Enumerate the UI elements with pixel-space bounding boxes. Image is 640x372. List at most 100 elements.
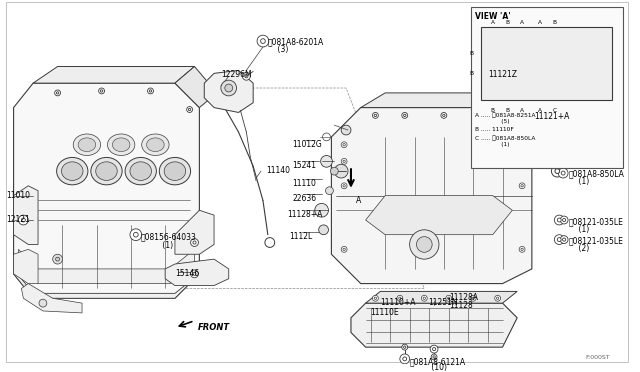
Circle shape xyxy=(54,90,61,96)
Circle shape xyxy=(555,169,559,173)
Circle shape xyxy=(554,235,564,244)
Text: 11121Z: 11121Z xyxy=(488,70,517,79)
Ellipse shape xyxy=(78,138,96,151)
Circle shape xyxy=(561,171,565,175)
Text: 11110E: 11110E xyxy=(371,308,399,317)
Text: A: A xyxy=(538,108,541,113)
Circle shape xyxy=(433,347,436,351)
Circle shape xyxy=(505,95,510,100)
Circle shape xyxy=(191,270,198,278)
Polygon shape xyxy=(351,303,517,347)
Text: 15146: 15146 xyxy=(175,269,199,278)
Text: (1): (1) xyxy=(569,177,589,186)
Ellipse shape xyxy=(164,162,186,180)
Text: (1): (1) xyxy=(141,241,173,250)
Circle shape xyxy=(341,158,347,164)
Circle shape xyxy=(506,97,508,99)
Polygon shape xyxy=(332,108,532,283)
Polygon shape xyxy=(204,70,253,112)
Circle shape xyxy=(148,88,154,94)
Circle shape xyxy=(343,160,346,163)
Circle shape xyxy=(52,254,63,264)
Text: Ⓑ081A8-6121A: Ⓑ081A8-6121A xyxy=(410,357,466,366)
Text: 12296M: 12296M xyxy=(221,70,252,79)
Circle shape xyxy=(149,90,152,92)
Circle shape xyxy=(315,203,328,217)
Text: (5): (5) xyxy=(475,119,510,124)
Circle shape xyxy=(490,95,495,100)
Circle shape xyxy=(404,114,406,116)
Circle shape xyxy=(243,73,250,80)
Ellipse shape xyxy=(108,134,135,155)
Text: (3): (3) xyxy=(268,45,288,54)
Circle shape xyxy=(482,53,484,55)
Circle shape xyxy=(221,80,237,96)
Text: A: A xyxy=(356,196,361,205)
Circle shape xyxy=(343,185,346,187)
Circle shape xyxy=(539,97,541,99)
Text: C: C xyxy=(552,108,556,113)
Circle shape xyxy=(191,238,198,246)
Circle shape xyxy=(537,27,542,32)
Circle shape xyxy=(497,297,499,299)
Ellipse shape xyxy=(56,157,88,185)
Circle shape xyxy=(56,257,60,261)
Text: Ⓑ08156-64033: Ⓑ08156-64033 xyxy=(141,233,196,242)
Text: 11251N: 11251N xyxy=(428,298,458,307)
Circle shape xyxy=(506,114,509,116)
Circle shape xyxy=(225,84,232,92)
Text: 11010: 11010 xyxy=(6,191,30,200)
Polygon shape xyxy=(361,93,522,108)
Circle shape xyxy=(557,238,561,241)
Circle shape xyxy=(372,112,378,118)
Circle shape xyxy=(521,97,523,99)
Polygon shape xyxy=(19,249,195,283)
Circle shape xyxy=(505,27,510,32)
Polygon shape xyxy=(165,259,228,286)
Text: B: B xyxy=(506,108,509,113)
Circle shape xyxy=(521,28,523,30)
Circle shape xyxy=(372,295,378,301)
Circle shape xyxy=(423,297,426,299)
Circle shape xyxy=(433,356,435,358)
Circle shape xyxy=(343,248,346,250)
Text: (1): (1) xyxy=(569,225,589,234)
Circle shape xyxy=(443,114,445,116)
Text: VIEW 'A': VIEW 'A' xyxy=(475,12,511,21)
Circle shape xyxy=(446,295,452,301)
Text: Ⓑ081A8-6201A: Ⓑ081A8-6201A xyxy=(268,37,324,46)
Ellipse shape xyxy=(96,162,117,180)
Circle shape xyxy=(470,295,476,301)
Text: A: A xyxy=(520,108,524,113)
Text: Ⓑ081A8-850LA: Ⓑ081A8-850LA xyxy=(569,169,625,178)
Ellipse shape xyxy=(113,138,130,151)
Polygon shape xyxy=(13,269,200,298)
Circle shape xyxy=(56,92,59,94)
Text: B: B xyxy=(469,71,473,76)
Polygon shape xyxy=(13,83,200,298)
Text: A ..... Ⓑ081A8-8251A: A ..... Ⓑ081A8-8251A xyxy=(475,112,536,118)
Text: 11128+A: 11128+A xyxy=(287,210,323,219)
Text: Ⓑ08121-035LE: Ⓑ08121-035LE xyxy=(569,237,624,246)
Ellipse shape xyxy=(141,134,169,155)
Circle shape xyxy=(39,299,47,307)
Ellipse shape xyxy=(147,138,164,151)
Circle shape xyxy=(421,295,428,301)
Circle shape xyxy=(21,218,26,222)
Circle shape xyxy=(472,297,474,299)
Circle shape xyxy=(410,230,439,259)
Circle shape xyxy=(520,95,525,100)
Text: C ..... Ⓑ081A8-850LA: C ..... Ⓑ081A8-850LA xyxy=(475,135,536,141)
Text: A: A xyxy=(520,20,524,25)
Text: B: B xyxy=(491,108,495,113)
FancyBboxPatch shape xyxy=(471,7,623,168)
Text: 1112L: 1112L xyxy=(289,232,312,241)
Ellipse shape xyxy=(125,157,156,185)
Circle shape xyxy=(130,229,141,241)
Circle shape xyxy=(552,95,557,100)
Circle shape xyxy=(400,354,410,364)
Circle shape xyxy=(519,144,525,150)
Polygon shape xyxy=(502,93,550,137)
Circle shape xyxy=(482,73,484,74)
Polygon shape xyxy=(21,283,82,313)
